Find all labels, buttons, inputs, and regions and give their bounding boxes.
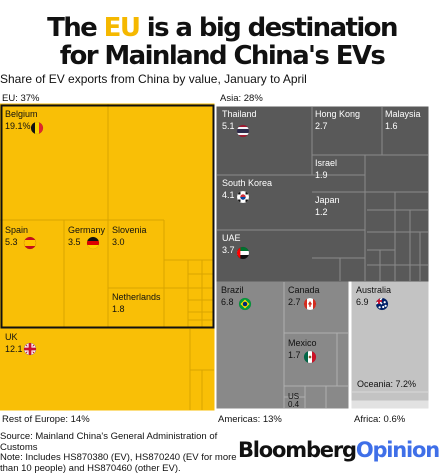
cell-label-mexico: Mexico — [288, 338, 317, 348]
germany-flag — [86, 236, 100, 250]
cell-label-israel: Israel — [315, 158, 337, 168]
cell-value-slovenia: 3.0 — [112, 237, 125, 247]
cell-label-germany: Germany — [68, 225, 106, 235]
cell-label-netherlands: Netherlands — [112, 292, 161, 302]
eu-group-outline — [0, 104, 215, 329]
cell-label-australia: Australia — [356, 285, 391, 295]
treemap-group-rest-of-europe — [0, 328, 215, 411]
cell-label-uk: UK — [5, 332, 18, 342]
belgium-flag — [30, 121, 44, 135]
cell-label-japan: Japan — [315, 195, 340, 205]
uk-flag — [23, 342, 37, 356]
source-note: Source: Mainland China's General Adminis… — [0, 431, 240, 474]
cell-label-malaysia: Malaysia — [385, 109, 421, 119]
group-label-oceania: Oceania: 7.2% — [357, 379, 416, 389]
brazil-flag — [238, 297, 252, 311]
group-label-rest-of-europe: Rest of Europe: 14% — [2, 414, 90, 425]
group-label-eu: EU: 37% — [2, 93, 40, 104]
source-line: Source: Mainland China's General Adminis… — [0, 431, 218, 453]
treemap-group-asia — [216, 106, 429, 282]
group-label-asia: Asia: 28% — [220, 93, 263, 104]
uae-flag — [236, 246, 250, 260]
cell-label-us: US — [288, 392, 299, 401]
chart-subtitle: Share of EV exports from China by value,… — [0, 72, 307, 86]
bloomberg-opinion-logo: BloombergOpinion — [238, 438, 440, 462]
cell-value-israel: 1.9 — [315, 170, 328, 180]
cell-label-slovenia: Slovenia — [112, 225, 147, 235]
cell-value-mexico: 1.7 — [288, 350, 301, 360]
mexico-flag — [303, 350, 317, 364]
cell-value-brazil: 6.8 — [221, 297, 234, 307]
cell-value-uk: 12.1 — [5, 344, 23, 354]
group-label-americas: Americas: 13% — [218, 414, 282, 425]
note-line: Note: Includes HS870380 (EV), HS870240 (… — [0, 452, 237, 474]
cell-label-canada: Canada — [288, 285, 320, 295]
australia-flag — [375, 297, 389, 311]
cell-label-brazil: Brazil — [221, 285, 244, 295]
cell-value-malaysia: 1.6 — [385, 121, 398, 131]
cell-value-spain: 5.3 — [5, 237, 18, 247]
cell-value-thailand: 5.1 — [222, 121, 235, 131]
cell-label-belgium: Belgium — [5, 109, 38, 119]
cell-label-thailand: Thailand — [222, 109, 257, 119]
spain-flag — [23, 236, 37, 250]
chart-title-line-2: for Mainland China's EVs — [59, 41, 386, 71]
treemap-group-americas — [216, 281, 349, 409]
cell-label-south-korea: South Korea — [222, 178, 272, 188]
cell-value-south-korea: 4.1 — [222, 190, 235, 200]
cell-value-uae: 3.7 — [222, 245, 235, 255]
thailand-flag — [236, 124, 250, 138]
cell-label-spain: Spain — [5, 225, 28, 235]
chart-title-line-1: The EU is a big destination — [47, 13, 398, 43]
cell-value-australia: 6.9 — [356, 297, 369, 307]
cell-value-us: 0.4 — [288, 400, 300, 409]
cell-value-germany: 3.5 — [68, 237, 81, 247]
cell-value-netherlands: 1.8 — [112, 304, 125, 314]
group-label-africa: Africa: 0.6% — [354, 414, 406, 425]
treemap-group-eu — [0, 103, 215, 329]
cell-label-hong-kong: Hong Kong — [315, 109, 360, 119]
cell-value-belgium: 19.1% — [5, 121, 31, 131]
title-highlight-eu: EU — [103, 13, 141, 43]
canada-flag — [303, 297, 317, 311]
cell-value-canada: 2.7 — [288, 297, 301, 307]
south-korea-flag — [236, 190, 250, 204]
cell-label-uae: UAE — [222, 233, 241, 243]
cell-value-hong-kong: 2.7 — [315, 121, 328, 131]
treemap-group-africa — [351, 400, 429, 409]
cell-value-japan: 1.2 — [315, 207, 328, 217]
treemap-group-oceania — [351, 281, 429, 401]
